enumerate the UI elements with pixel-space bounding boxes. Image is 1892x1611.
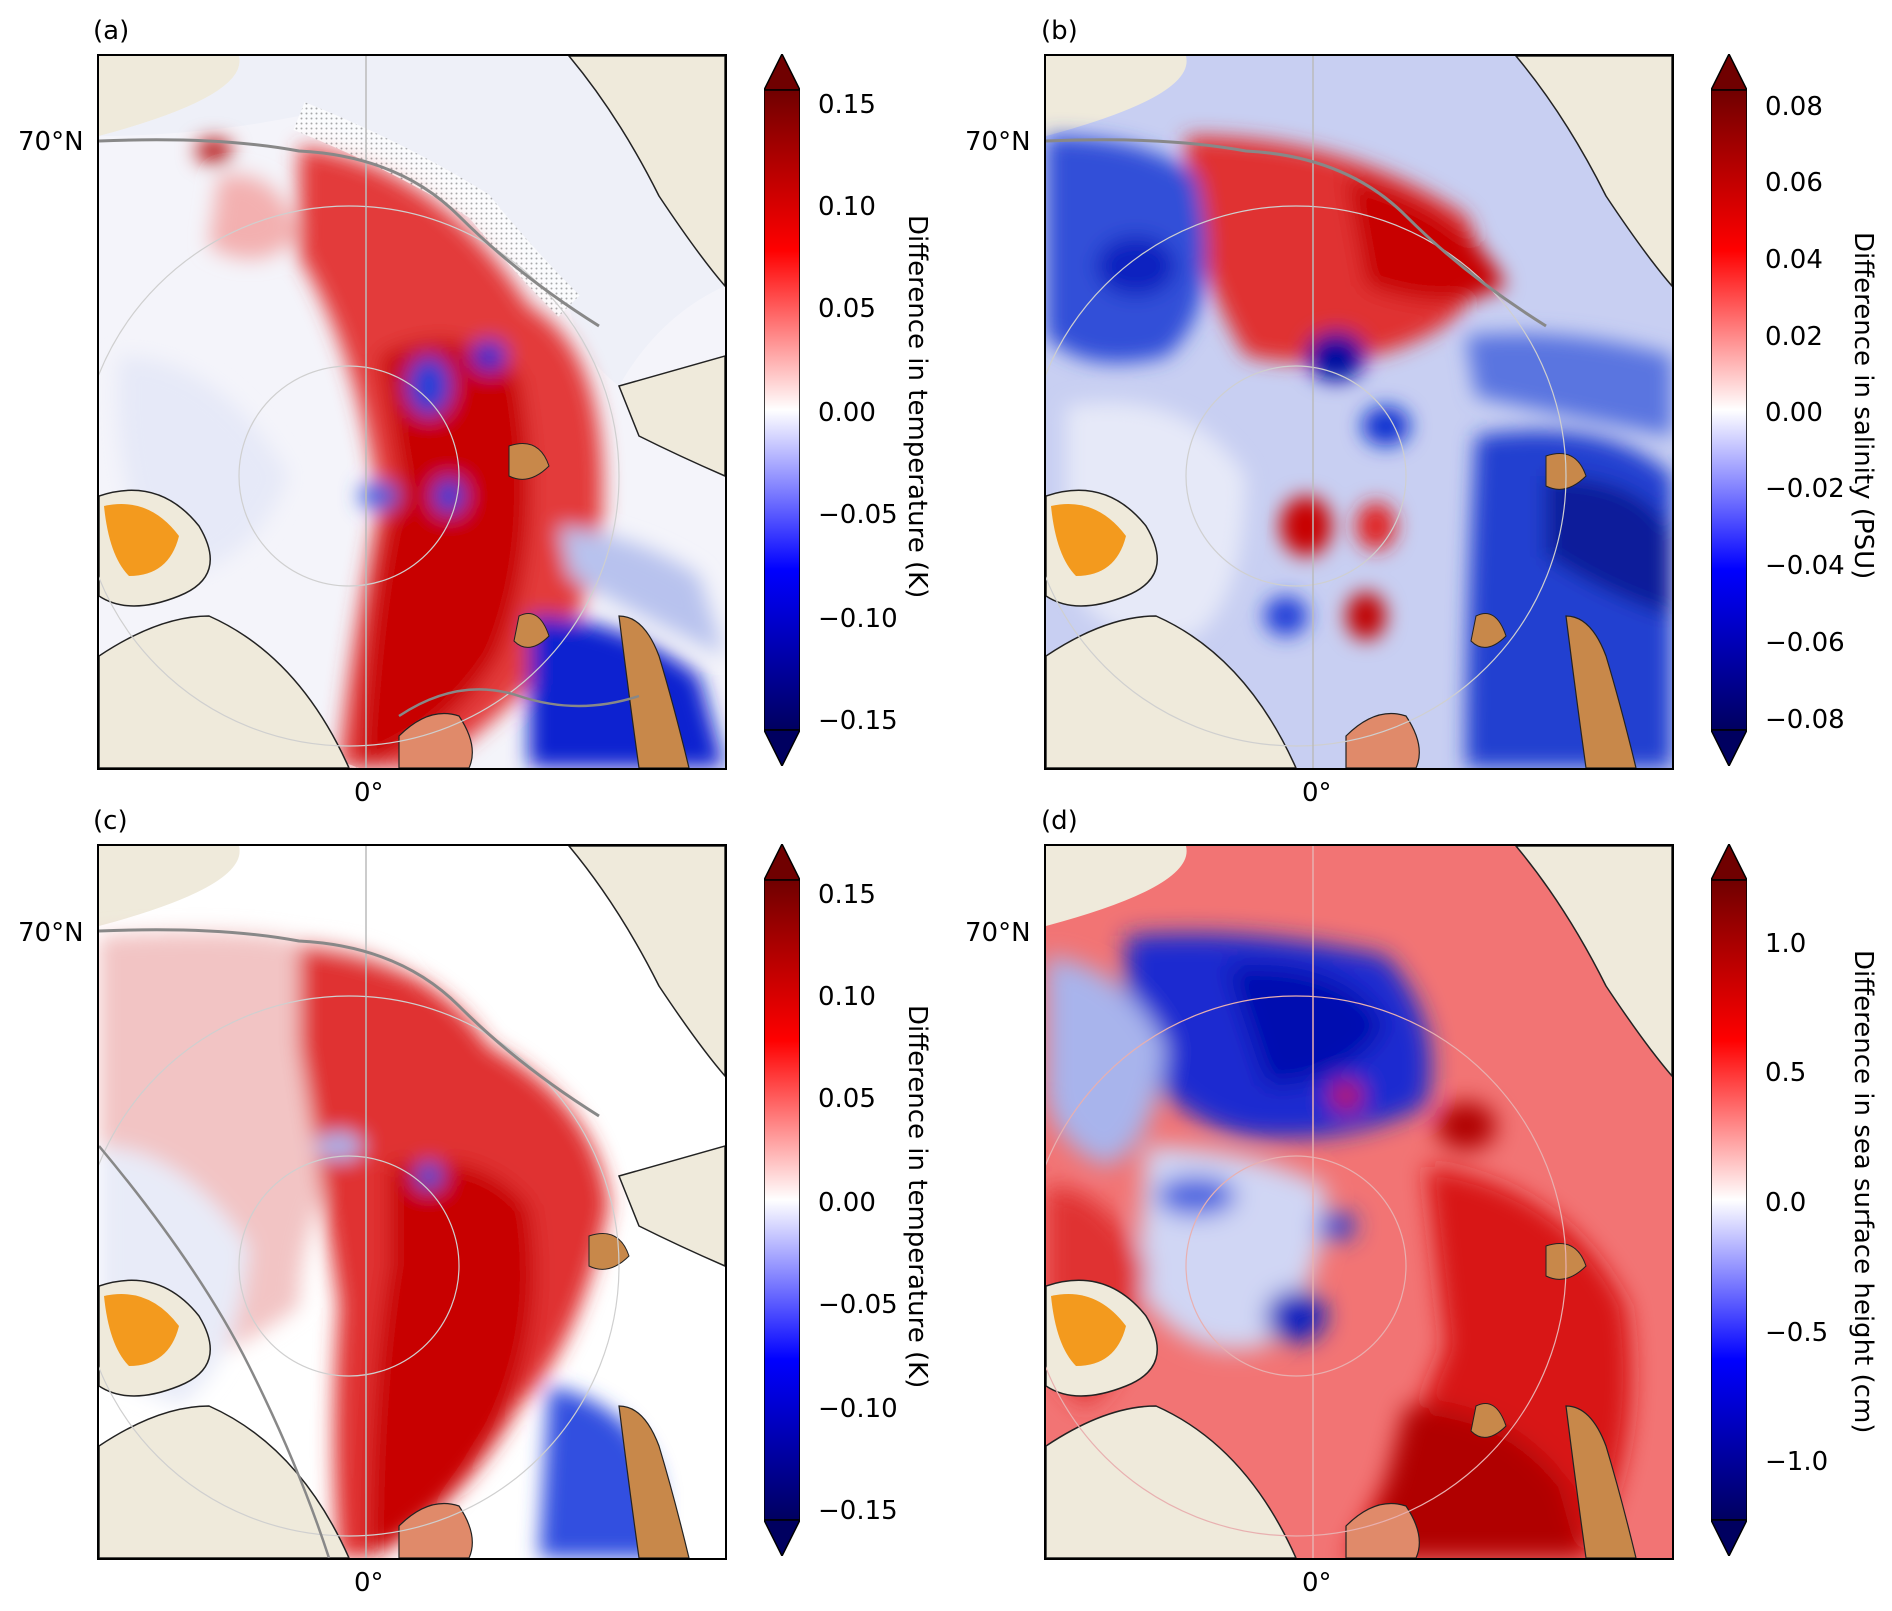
colorbar-tick: −1.0 xyxy=(1765,1447,1829,1477)
colorbar-tick: −0.04 xyxy=(1765,551,1845,581)
colorbar xyxy=(1709,842,1749,1558)
panel-label: (b) xyxy=(1041,16,1078,46)
colorbar-tick: −0.06 xyxy=(1765,628,1845,658)
longitude-label: 0° xyxy=(354,778,384,808)
longitude-label: 0° xyxy=(354,1568,384,1598)
colorbar-tick: 0.15 xyxy=(818,880,876,910)
colorbar-title: Difference in temperature (K) xyxy=(902,215,932,599)
colorbar-tick: 1.0 xyxy=(1765,929,1807,959)
colorbar-tick: −0.10 xyxy=(818,604,898,634)
map-plot xyxy=(99,846,725,1558)
panel-label: (a) xyxy=(93,16,130,46)
latitude-label: 70°N xyxy=(18,127,84,157)
map-plot xyxy=(99,56,725,768)
colorbar-tick: 0.5 xyxy=(1765,1058,1807,1088)
colorbar-tick: 0.04 xyxy=(1765,245,1823,275)
colorbar-tick: −0.15 xyxy=(818,706,898,736)
colorbar-tick: 0.08 xyxy=(1765,92,1823,122)
colorbar-tick: 0.05 xyxy=(818,294,876,324)
map-temperature-difference xyxy=(97,844,727,1560)
colorbar-tick: 0.06 xyxy=(1765,168,1823,198)
map-salinity-difference xyxy=(1044,54,1674,770)
colorbar-title: Difference in temperature (K) xyxy=(902,1005,932,1389)
latitude-label: 70°N xyxy=(965,918,1031,948)
colorbar xyxy=(762,52,802,768)
colorbar-tick: −0.08 xyxy=(1765,705,1845,735)
colorbar-tick: 0.10 xyxy=(818,982,876,1012)
colorbar-gradient xyxy=(762,842,802,1558)
colorbar-tick: −0.5 xyxy=(1765,1318,1829,1348)
colorbar-tick: −0.10 xyxy=(818,1394,898,1424)
colorbar-gradient xyxy=(762,52,802,768)
latitude-label: 70°N xyxy=(965,127,1031,157)
colorbar-tick: 0.0 xyxy=(1765,1188,1807,1218)
colorbar-gradient xyxy=(1709,52,1749,768)
panel-label: (d) xyxy=(1041,806,1078,836)
colorbar-tick: 0.00 xyxy=(818,398,876,428)
colorbar-title: Difference in salinity (PSU) xyxy=(1848,232,1878,580)
colorbar-tick: −0.02 xyxy=(1765,474,1845,504)
colorbar-tick: −0.15 xyxy=(818,1496,898,1526)
colorbar-tick: 0.05 xyxy=(818,1084,876,1114)
map-plot xyxy=(1046,56,1672,768)
colorbar-tick: 0.00 xyxy=(1765,398,1823,428)
colorbar xyxy=(1709,52,1749,768)
colorbar-tick: −0.05 xyxy=(818,500,898,530)
colorbar-tick: −0.05 xyxy=(818,1290,898,1320)
map-temperature-difference xyxy=(97,54,727,770)
colorbar-tick: 0.02 xyxy=(1765,322,1823,352)
map-sea-surface-height-difference xyxy=(1044,844,1674,1560)
colorbar-tick: 0.10 xyxy=(818,192,876,222)
longitude-label: 0° xyxy=(1302,1568,1332,1598)
colorbar-tick: 0.00 xyxy=(818,1188,876,1218)
longitude-label: 0° xyxy=(1302,778,1332,808)
colorbar-tick: 0.15 xyxy=(818,90,876,120)
colorbar xyxy=(762,842,802,1558)
colorbar-gradient xyxy=(1709,842,1749,1558)
map-plot xyxy=(1046,846,1672,1558)
latitude-label: 70°N xyxy=(18,918,84,948)
panel-label: (c) xyxy=(93,806,128,836)
colorbar-title: Difference in sea surface height (cm) xyxy=(1848,950,1878,1434)
